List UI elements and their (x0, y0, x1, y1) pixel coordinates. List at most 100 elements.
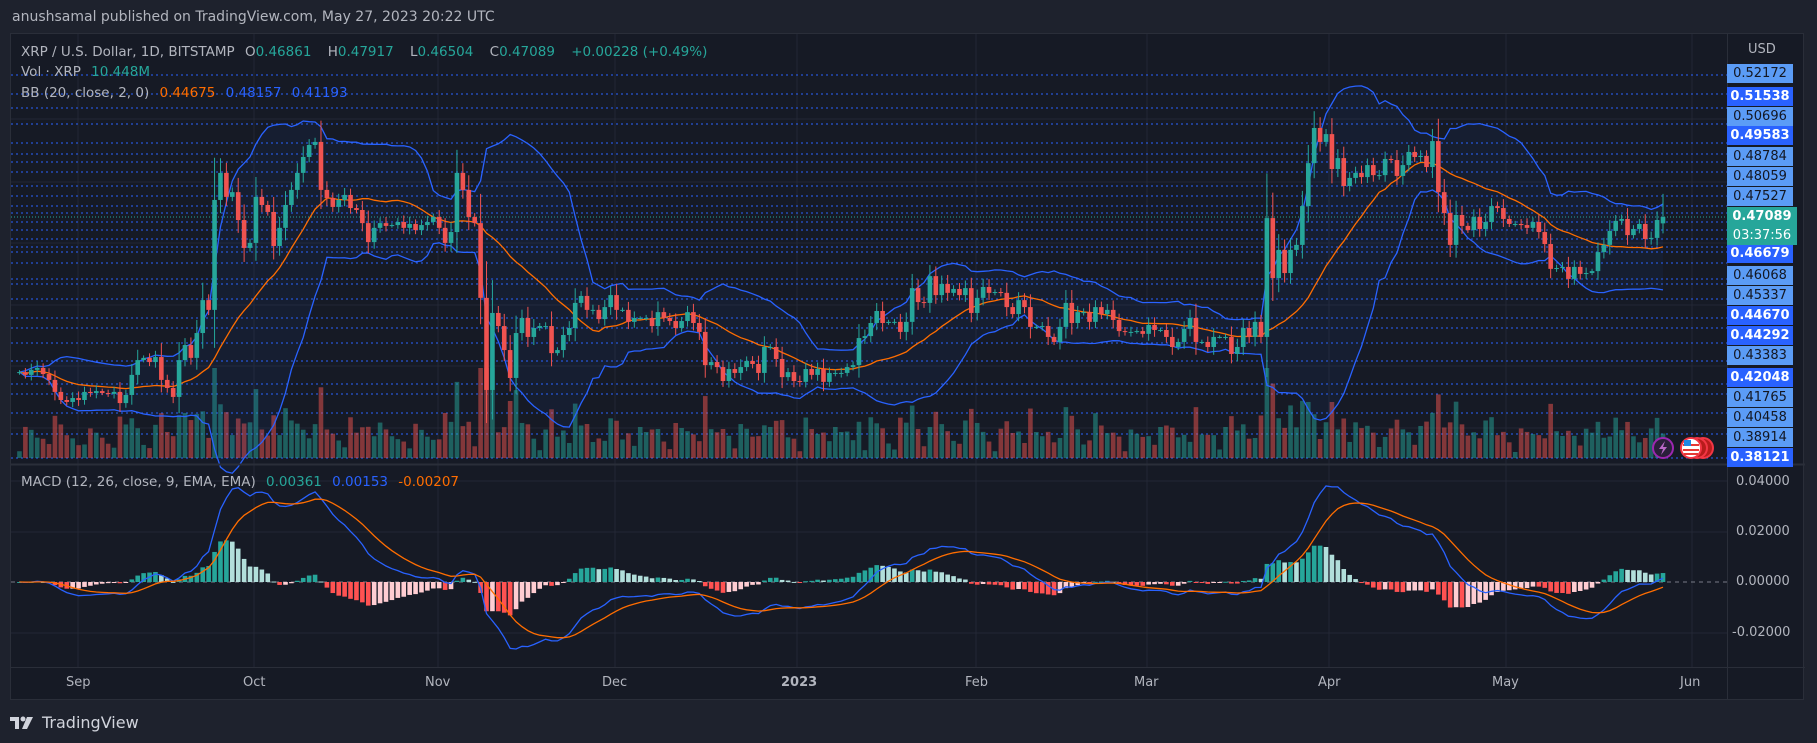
candle-body (1583, 273, 1589, 275)
macd-histogram-bar (188, 575, 194, 582)
volume-bar (1258, 415, 1264, 458)
volume-bar (182, 412, 188, 458)
candle (1288, 238, 1293, 284)
volume-bar (1051, 442, 1057, 458)
macd-histogram-bar (909, 569, 915, 582)
candle (957, 283, 962, 301)
macd-histogram-bar (1631, 570, 1636, 582)
macd-hist-value: 0.00361 (266, 474, 322, 490)
macd-histogram-bar (1016, 582, 1021, 589)
candle (436, 210, 442, 235)
volume-bar (1128, 429, 1134, 458)
macd-histogram-bar (1566, 582, 1571, 594)
macd-histogram-bar (945, 574, 950, 582)
candle (28, 363, 34, 381)
candle-body (1625, 218, 1630, 236)
macd-histogram-bar (921, 571, 927, 582)
candle-body (555, 350, 560, 354)
time-tick: 2023 (781, 675, 818, 690)
candle-body (247, 242, 253, 248)
candle (1045, 317, 1051, 346)
macd-histogram-bar (608, 567, 613, 582)
macd-histogram-bar (1305, 552, 1311, 582)
bb-basis-value: 0.44675 (159, 85, 216, 101)
candle-body (277, 227, 282, 246)
macd-histogram-bar (714, 582, 720, 591)
candle-body (1572, 266, 1577, 279)
candle (1004, 282, 1010, 317)
candle (632, 311, 637, 328)
candle (17, 370, 22, 375)
candle-body (537, 326, 543, 329)
candle (1235, 338, 1240, 362)
candle (342, 188, 347, 207)
candle-body (1305, 163, 1311, 207)
volume-label[interactable]: Vol · XRP (21, 64, 81, 80)
candle-body (164, 379, 170, 388)
volume-bar (1087, 440, 1092, 458)
macd-histogram-bar (348, 582, 353, 599)
candle-body (968, 288, 974, 313)
candle (1270, 192, 1276, 301)
candle-body (1034, 326, 1039, 328)
candle-body (1116, 319, 1122, 332)
volume-bar (1388, 428, 1394, 458)
macd-histogram-bar (874, 565, 880, 582)
low-value: 0.46504 (417, 44, 474, 60)
symbol-title[interactable]: XRP / U.S. Dollar, 1D, BITSTAMP (21, 44, 235, 60)
candle (336, 193, 342, 213)
candle-body (1495, 206, 1500, 209)
candle-body (939, 283, 945, 296)
candle (105, 389, 111, 397)
macd-histogram-bar (1365, 582, 1370, 585)
time-tick: Nov (425, 675, 451, 690)
candle-body (1152, 324, 1157, 330)
price-level-label: 0.52172 (1727, 64, 1793, 83)
candle-body (637, 317, 643, 319)
volume-bar (147, 448, 152, 458)
candle (454, 149, 460, 253)
candle-body (206, 300, 211, 310)
currency-label[interactable]: USD (1748, 42, 1776, 57)
macd-histogram-bar (1175, 582, 1181, 586)
volume-bar (892, 449, 897, 458)
candle-body (945, 283, 950, 293)
candle-body (283, 204, 288, 228)
macd-histogram-bar (655, 577, 661, 582)
macd-histogram-bar (1489, 582, 1494, 596)
volume-bar (507, 401, 513, 458)
us-flag-event-icon[interactable] (1680, 437, 1714, 459)
macd-histogram-bar (1341, 569, 1347, 582)
bb-label[interactable]: BB (20, close, 2, 0) (21, 85, 150, 101)
candle-body (862, 336, 868, 339)
macd-histogram-bar (1069, 582, 1075, 588)
candle (1063, 290, 1069, 339)
candle (643, 314, 649, 321)
macd-histogram-bar (1660, 573, 1666, 582)
candle (164, 374, 170, 393)
tradingview-logo[interactable]: TradingView (10, 713, 139, 732)
volume-bar (555, 436, 560, 458)
macd-histogram-bar (1311, 545, 1317, 582)
macd-label[interactable]: MACD (12, 26, close, 9, EMA, EMA) (21, 474, 256, 490)
volume-bar (791, 438, 797, 458)
macd-histogram-bar (224, 540, 229, 582)
candle-body (1441, 192, 1447, 214)
lightning-icon[interactable] (1652, 437, 1674, 459)
candle-body (253, 196, 259, 243)
volume-bar (1093, 413, 1098, 458)
candle (224, 162, 229, 206)
candle (194, 319, 200, 370)
candle (1116, 313, 1122, 337)
volume-bar (1010, 433, 1015, 458)
candle-body (750, 360, 755, 365)
candle (1613, 214, 1619, 237)
candle (229, 187, 235, 202)
candle-body (927, 276, 933, 303)
volume-bar (968, 408, 974, 458)
candle-body (691, 312, 696, 323)
candle (1193, 303, 1199, 355)
candle-body (525, 317, 531, 337)
candle (1240, 319, 1246, 356)
